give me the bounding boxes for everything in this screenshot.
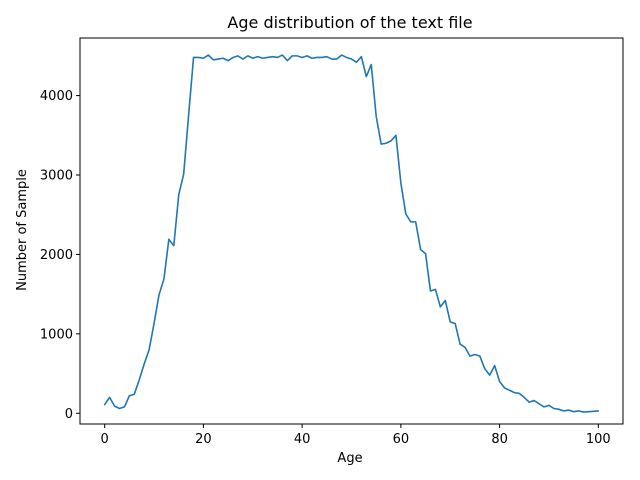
- y-tick-label: 2000: [40, 248, 73, 263]
- x-tick-label: 80: [491, 432, 508, 447]
- y-tick-label: 0: [65, 407, 73, 422]
- chart-title: Age distribution of the text file: [227, 13, 472, 32]
- y-axis-label: Number of Sample: [15, 169, 30, 291]
- x-tick-label: 20: [195, 432, 212, 447]
- axes-frame: [79, 37, 624, 425]
- y-tick-label: 1000: [40, 327, 73, 342]
- y-tick-label: 3000: [40, 169, 73, 184]
- x-axis: 0 20 40 60 80 100: [101, 424, 611, 447]
- data-line: [103, 54, 600, 413]
- x-tick-label: 0: [101, 432, 109, 447]
- x-tick-label: 100: [586, 432, 611, 447]
- y-tick-label: 4000: [40, 89, 73, 104]
- x-tick-label: 40: [294, 432, 311, 447]
- x-tick-label: 60: [393, 432, 410, 447]
- x-axis-label: Age: [337, 451, 362, 466]
- y-axis: 0 1000 2000 3000 4000: [40, 89, 80, 422]
- plot-area: [79, 37, 624, 425]
